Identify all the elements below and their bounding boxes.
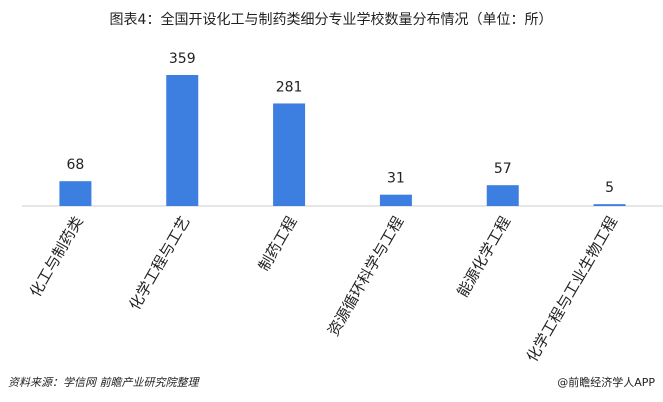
bar (59, 181, 92, 206)
chart-title: 图表4：全国开设化工与制药类细分专业学校数量分布情况（单位：所） (110, 11, 553, 28)
bar (486, 185, 519, 206)
x-tick-label: 资源循环科学与工程 (324, 213, 407, 339)
x-tick-label: 能源化学工程 (454, 213, 515, 300)
credit: @前瞻经济学人APP (557, 375, 655, 389)
value-label: 281 (276, 79, 303, 95)
x-tick-label: 制药工程 (255, 213, 301, 274)
x-tick-label: 化工与制药类 (26, 213, 87, 300)
bar (273, 103, 306, 206)
x-tick-label: 化学工程与工艺 (126, 213, 194, 313)
value-label: 57 (494, 161, 512, 177)
value-label: 359 (169, 51, 196, 67)
source: 资料来源：学信网 前瞻产业研究院整理 (8, 376, 200, 389)
value-label: 5 (605, 180, 614, 196)
bar (379, 194, 412, 206)
x-tick-label: 化学工程与工业生物工程 (523, 213, 621, 365)
value-label: 68 (67, 157, 85, 173)
value-label: 31 (387, 171, 405, 187)
bar (166, 75, 199, 206)
bar (593, 204, 626, 206)
